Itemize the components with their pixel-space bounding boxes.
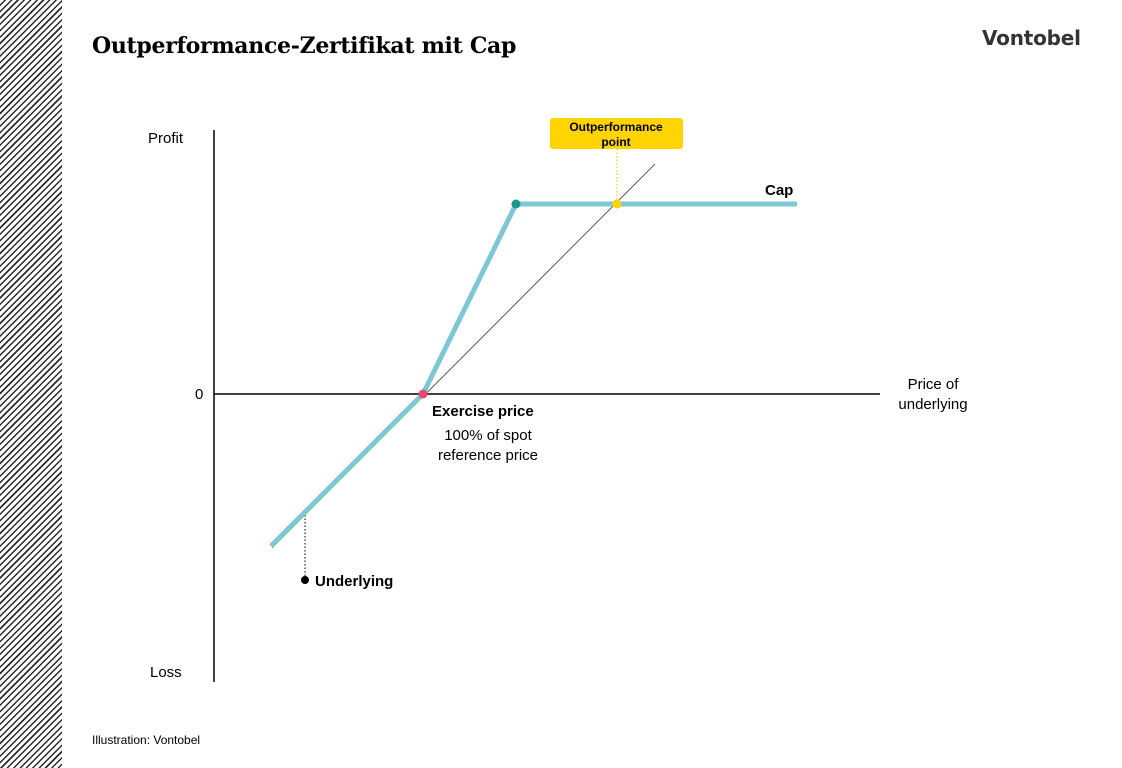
- exercise-price-line2: reference price: [438, 447, 538, 464]
- page-title: Outperformance-Zertifikat mit Cap: [92, 33, 517, 59]
- profit-label: Profit: [148, 130, 184, 147]
- outperformance-label-line1: Outperformance: [569, 120, 663, 134]
- x-axis-label-line1: Price of: [908, 376, 960, 393]
- outperformance-label-line2: point: [601, 135, 630, 149]
- underlying-marker-dot: [301, 576, 309, 584]
- exercise-price-point: [418, 389, 428, 399]
- exercise-price-line1: 100% of spot: [444, 427, 532, 444]
- underlying-label: Underlying: [315, 573, 393, 590]
- cap-knot-point: [511, 199, 521, 209]
- outperformance-callout-box: [550, 118, 683, 149]
- hatched-side-bar: [0, 0, 62, 768]
- cap-label: Cap: [765, 182, 793, 199]
- exercise-price-title: Exercise price: [432, 403, 534, 420]
- zero-label: 0: [195, 386, 203, 403]
- illustration-caption: Illustration: Vontobel: [92, 733, 201, 747]
- x-axis-label-line2: underlying: [898, 396, 967, 413]
- loss-label: Loss: [150, 664, 182, 681]
- outperformance-point-marker: [612, 199, 622, 209]
- payoff-line: [269, 201, 797, 548]
- vontobel-logo: Vontobel: [982, 26, 1081, 50]
